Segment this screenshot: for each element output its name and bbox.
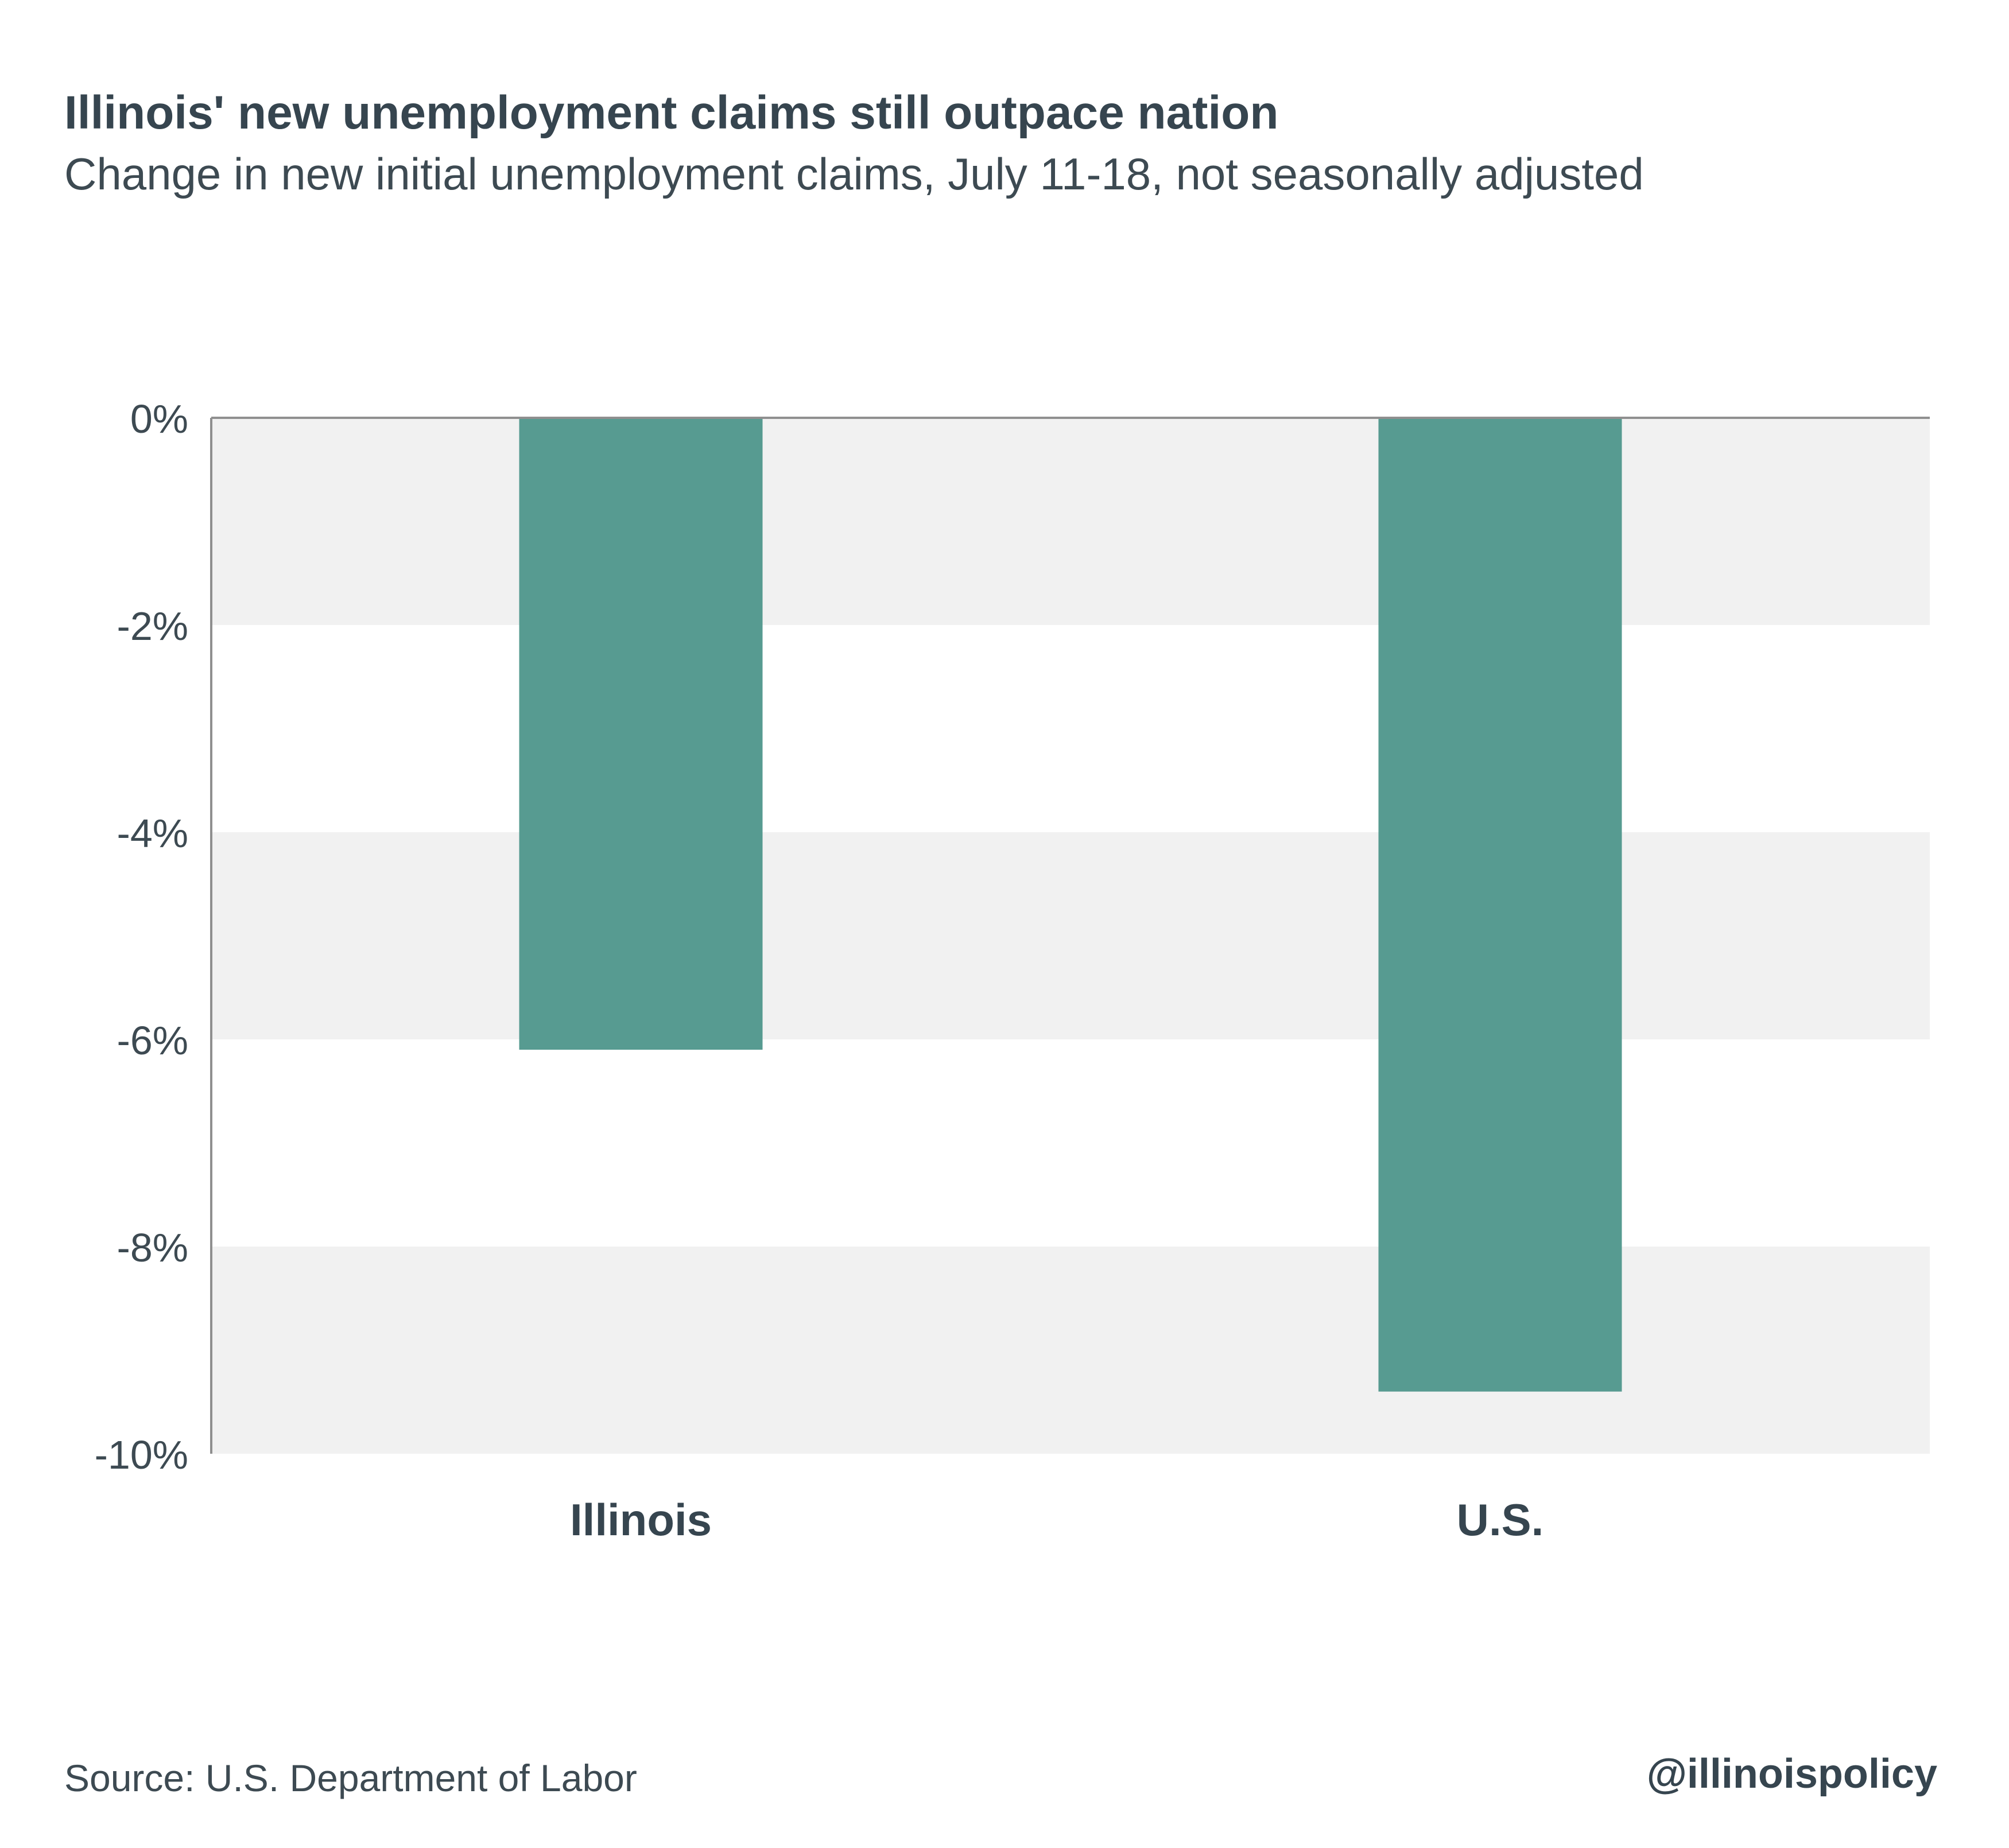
- chart-title: Illinois' new unemployment claims still …: [64, 87, 1279, 139]
- y-tick-label: -2%: [117, 604, 188, 649]
- y-tick-labels: 0% -2% -4% -6% -8% -10%: [95, 397, 188, 1477]
- grid-band: [211, 1247, 1930, 1454]
- y-tick-label: -6%: [117, 1018, 188, 1063]
- brand-handle: @illinoispolicy: [1646, 1751, 1937, 1797]
- bar-illinois: [519, 418, 763, 1050]
- grid-band: [211, 832, 1930, 1039]
- grid-band: [211, 418, 1930, 625]
- y-tick-label: 0%: [130, 397, 188, 441]
- chart-subtitle: Change in new initial unemployment claim…: [64, 149, 1644, 199]
- x-category-labels: Illinois U.S.: [570, 1494, 1543, 1545]
- y-tick-label: -4%: [117, 811, 188, 856]
- x-category-label: Illinois: [570, 1494, 712, 1545]
- grid-bands: [211, 418, 1930, 1454]
- source-note: Source: U.S. Department of Labor: [64, 1757, 637, 1799]
- y-tick-label: -8%: [117, 1225, 188, 1270]
- bar-u-s: [1378, 418, 1622, 1392]
- y-tick-label: -10%: [95, 1432, 188, 1477]
- bars: [519, 418, 1622, 1392]
- axes: [210, 417, 1930, 1454]
- x-category-label: U.S.: [1457, 1494, 1544, 1545]
